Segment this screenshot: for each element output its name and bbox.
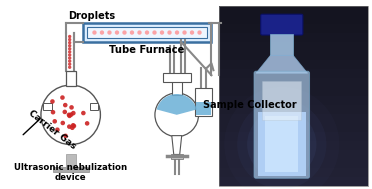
- Bar: [53, 167, 89, 172]
- Circle shape: [67, 124, 71, 129]
- Bar: [163, 73, 190, 82]
- Text: Ultrasonic nebulization
device: Ultrasonic nebulization device: [14, 163, 127, 182]
- Bar: [219, 114, 368, 123]
- Bar: [219, 132, 368, 141]
- Circle shape: [68, 41, 71, 44]
- Circle shape: [198, 30, 202, 35]
- Circle shape: [68, 38, 71, 41]
- Circle shape: [130, 30, 134, 35]
- Bar: [219, 24, 368, 33]
- Circle shape: [71, 123, 76, 128]
- Circle shape: [68, 59, 71, 63]
- Circle shape: [100, 30, 104, 35]
- Bar: [90, 103, 99, 110]
- Text: Tube Furnace: Tube Furnace: [109, 45, 185, 55]
- Circle shape: [67, 112, 71, 117]
- Circle shape: [68, 47, 71, 50]
- Circle shape: [68, 44, 71, 47]
- Circle shape: [137, 30, 142, 35]
- Circle shape: [92, 30, 97, 35]
- Bar: [219, 51, 368, 60]
- Circle shape: [50, 99, 55, 104]
- Circle shape: [175, 30, 179, 35]
- Bar: [262, 81, 301, 120]
- Bar: [219, 15, 368, 24]
- Circle shape: [62, 110, 67, 114]
- Bar: [219, 177, 368, 186]
- Bar: [219, 78, 368, 87]
- Bar: [219, 87, 368, 96]
- Bar: [66, 154, 76, 168]
- Bar: [265, 116, 298, 172]
- Text: Sample Collector: Sample Collector: [202, 100, 296, 110]
- Circle shape: [69, 112, 74, 117]
- Circle shape: [67, 114, 72, 118]
- Bar: [219, 150, 368, 159]
- Bar: [219, 96, 368, 105]
- Circle shape: [41, 85, 100, 145]
- Bar: [195, 88, 212, 116]
- Bar: [66, 71, 76, 86]
- Bar: [171, 154, 183, 160]
- Circle shape: [107, 30, 112, 35]
- Bar: [219, 141, 368, 150]
- Bar: [219, 6, 368, 186]
- Circle shape: [63, 103, 68, 107]
- Circle shape: [115, 30, 119, 35]
- FancyBboxPatch shape: [254, 71, 310, 178]
- Circle shape: [152, 30, 157, 35]
- Bar: [219, 60, 368, 69]
- Circle shape: [51, 110, 55, 115]
- Circle shape: [190, 30, 194, 35]
- Circle shape: [68, 56, 71, 60]
- Circle shape: [68, 50, 71, 53]
- Circle shape: [69, 105, 74, 110]
- Circle shape: [68, 63, 71, 66]
- Circle shape: [68, 53, 71, 57]
- Bar: [219, 42, 368, 51]
- Circle shape: [145, 30, 149, 35]
- FancyBboxPatch shape: [261, 14, 303, 35]
- Wedge shape: [157, 94, 197, 115]
- Circle shape: [61, 121, 65, 125]
- Circle shape: [167, 30, 172, 35]
- Circle shape: [55, 127, 60, 132]
- Circle shape: [160, 30, 164, 35]
- Bar: [87, 27, 208, 39]
- Bar: [219, 33, 368, 42]
- Circle shape: [85, 121, 89, 126]
- Bar: [219, 69, 368, 78]
- Text: Carrier Gas: Carrier Gas: [27, 108, 78, 151]
- Circle shape: [71, 111, 76, 115]
- Bar: [83, 23, 211, 43]
- Bar: [43, 103, 52, 110]
- Bar: [219, 105, 368, 114]
- Circle shape: [63, 134, 68, 138]
- Circle shape: [81, 111, 86, 115]
- Bar: [219, 6, 368, 15]
- Text: Droplets: Droplets: [68, 11, 115, 21]
- Bar: [270, 33, 293, 55]
- Circle shape: [247, 110, 317, 179]
- Bar: [219, 159, 368, 168]
- Circle shape: [68, 66, 71, 69]
- Bar: [196, 102, 211, 115]
- Bar: [219, 168, 368, 177]
- Bar: [172, 81, 182, 95]
- Bar: [219, 123, 368, 132]
- Circle shape: [122, 30, 126, 35]
- Polygon shape: [172, 136, 182, 154]
- Circle shape: [155, 93, 199, 137]
- Circle shape: [68, 35, 71, 38]
- Circle shape: [60, 95, 65, 100]
- Circle shape: [182, 30, 187, 35]
- Circle shape: [52, 119, 57, 124]
- Polygon shape: [256, 55, 308, 73]
- Bar: [258, 112, 305, 176]
- Circle shape: [72, 124, 76, 128]
- Circle shape: [70, 125, 74, 130]
